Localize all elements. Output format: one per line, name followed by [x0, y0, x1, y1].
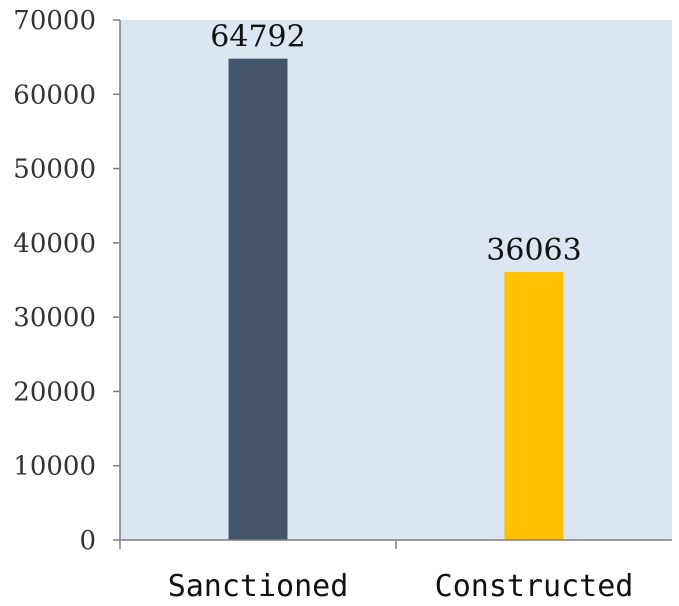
y-tick-label: 20000: [13, 377, 96, 407]
category-label-sanctioned: Sanctioned: [168, 569, 349, 604]
y-axis-ticks: 0 10000 20000 30000 40000 50000 60000 70000: [13, 6, 120, 556]
y-tick-label: 40000: [13, 229, 96, 259]
y-tick-label: 30000: [13, 303, 96, 333]
y-tick-label: 70000: [13, 6, 96, 36]
bar-sanctioned: [228, 58, 288, 541]
plot-area: [120, 20, 672, 540]
x-axis-ticks: [119, 540, 397, 549]
bars: [228, 58, 564, 541]
data-labels: 64792 36063: [210, 20, 581, 268]
y-tick-label: 60000: [13, 80, 96, 110]
y-tick-label: 10000: [13, 452, 96, 482]
y-tick-label: 50000: [13, 155, 96, 185]
category-labels: Sanctioned Constructed: [168, 569, 634, 604]
bar-constructed: [504, 272, 564, 540]
data-label-sanctioned: 64792: [210, 20, 305, 55]
category-label-constructed: Constructed: [435, 569, 634, 604]
data-label-constructed: 36063: [486, 233, 581, 268]
y-tick-label: 0: [79, 526, 96, 556]
